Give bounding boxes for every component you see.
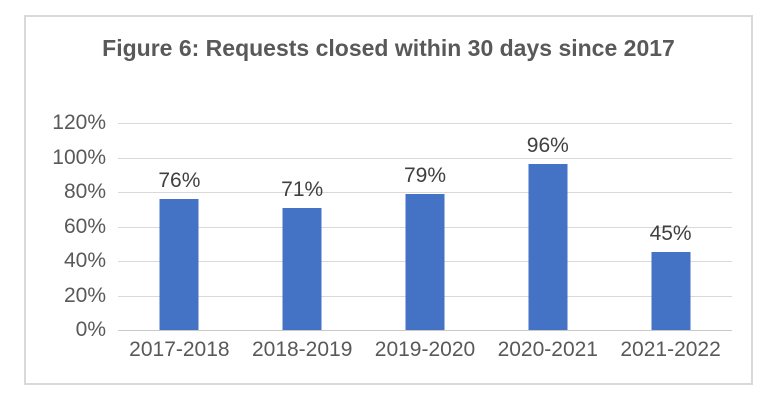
y-axis-tick-label: 100% (52, 146, 106, 169)
bar-data-label: 96% (526, 134, 569, 157)
y-axis-tick-label: 40% (63, 249, 106, 272)
plot-area: 120% 100% 80% 60% 40% 20% 0% 76% 2017-2018 71% 201… (52, 111, 732, 361)
bar-data-label: 45% (649, 222, 692, 245)
bar-2021-2022 (651, 252, 691, 330)
bar-data-label: 76% (158, 169, 201, 192)
x-axis-tick-label: 2018-2019 (251, 338, 353, 361)
bar-slot: 71% (241, 123, 364, 330)
bar-slot: 45% (609, 123, 732, 330)
bar-data-label: 79% (403, 164, 446, 187)
bar-2020-2021 (528, 164, 568, 330)
x-axis-tick-label: 2020-2021 (497, 338, 598, 361)
y-axis-tick-label: 80% (63, 180, 106, 203)
gridline (118, 158, 732, 159)
bar-slot: 76% (118, 123, 241, 330)
gridline (118, 192, 732, 193)
bar-2017-2018 (159, 199, 199, 330)
bar-2018-2019 (282, 208, 322, 330)
gridline (118, 330, 732, 331)
y-axis-tick-label: 0% (75, 318, 106, 341)
bar-slot: 96% (486, 123, 609, 330)
chart-frame: Figure 6: Requests closed within 30 days… (24, 15, 753, 385)
chart-title: Figure 6: Requests closed within 30 days… (102, 35, 675, 61)
y-axis-tick-label: 60% (63, 215, 106, 238)
x-axis-tick-label: 2021-2022 (620, 338, 721, 361)
y-axis-tick-label: 120% (52, 111, 106, 134)
bar-data-label: 71% (281, 178, 324, 201)
x-axis-tick-label: 2017-2018 (129, 338, 230, 361)
gridline (118, 123, 732, 124)
y-axis-tick-label: 20% (63, 284, 106, 307)
bar-slot: 79% (364, 123, 487, 330)
bar-2019-2020 (405, 194, 445, 330)
x-axis-tick-label: 2019-2020 (374, 338, 476, 361)
